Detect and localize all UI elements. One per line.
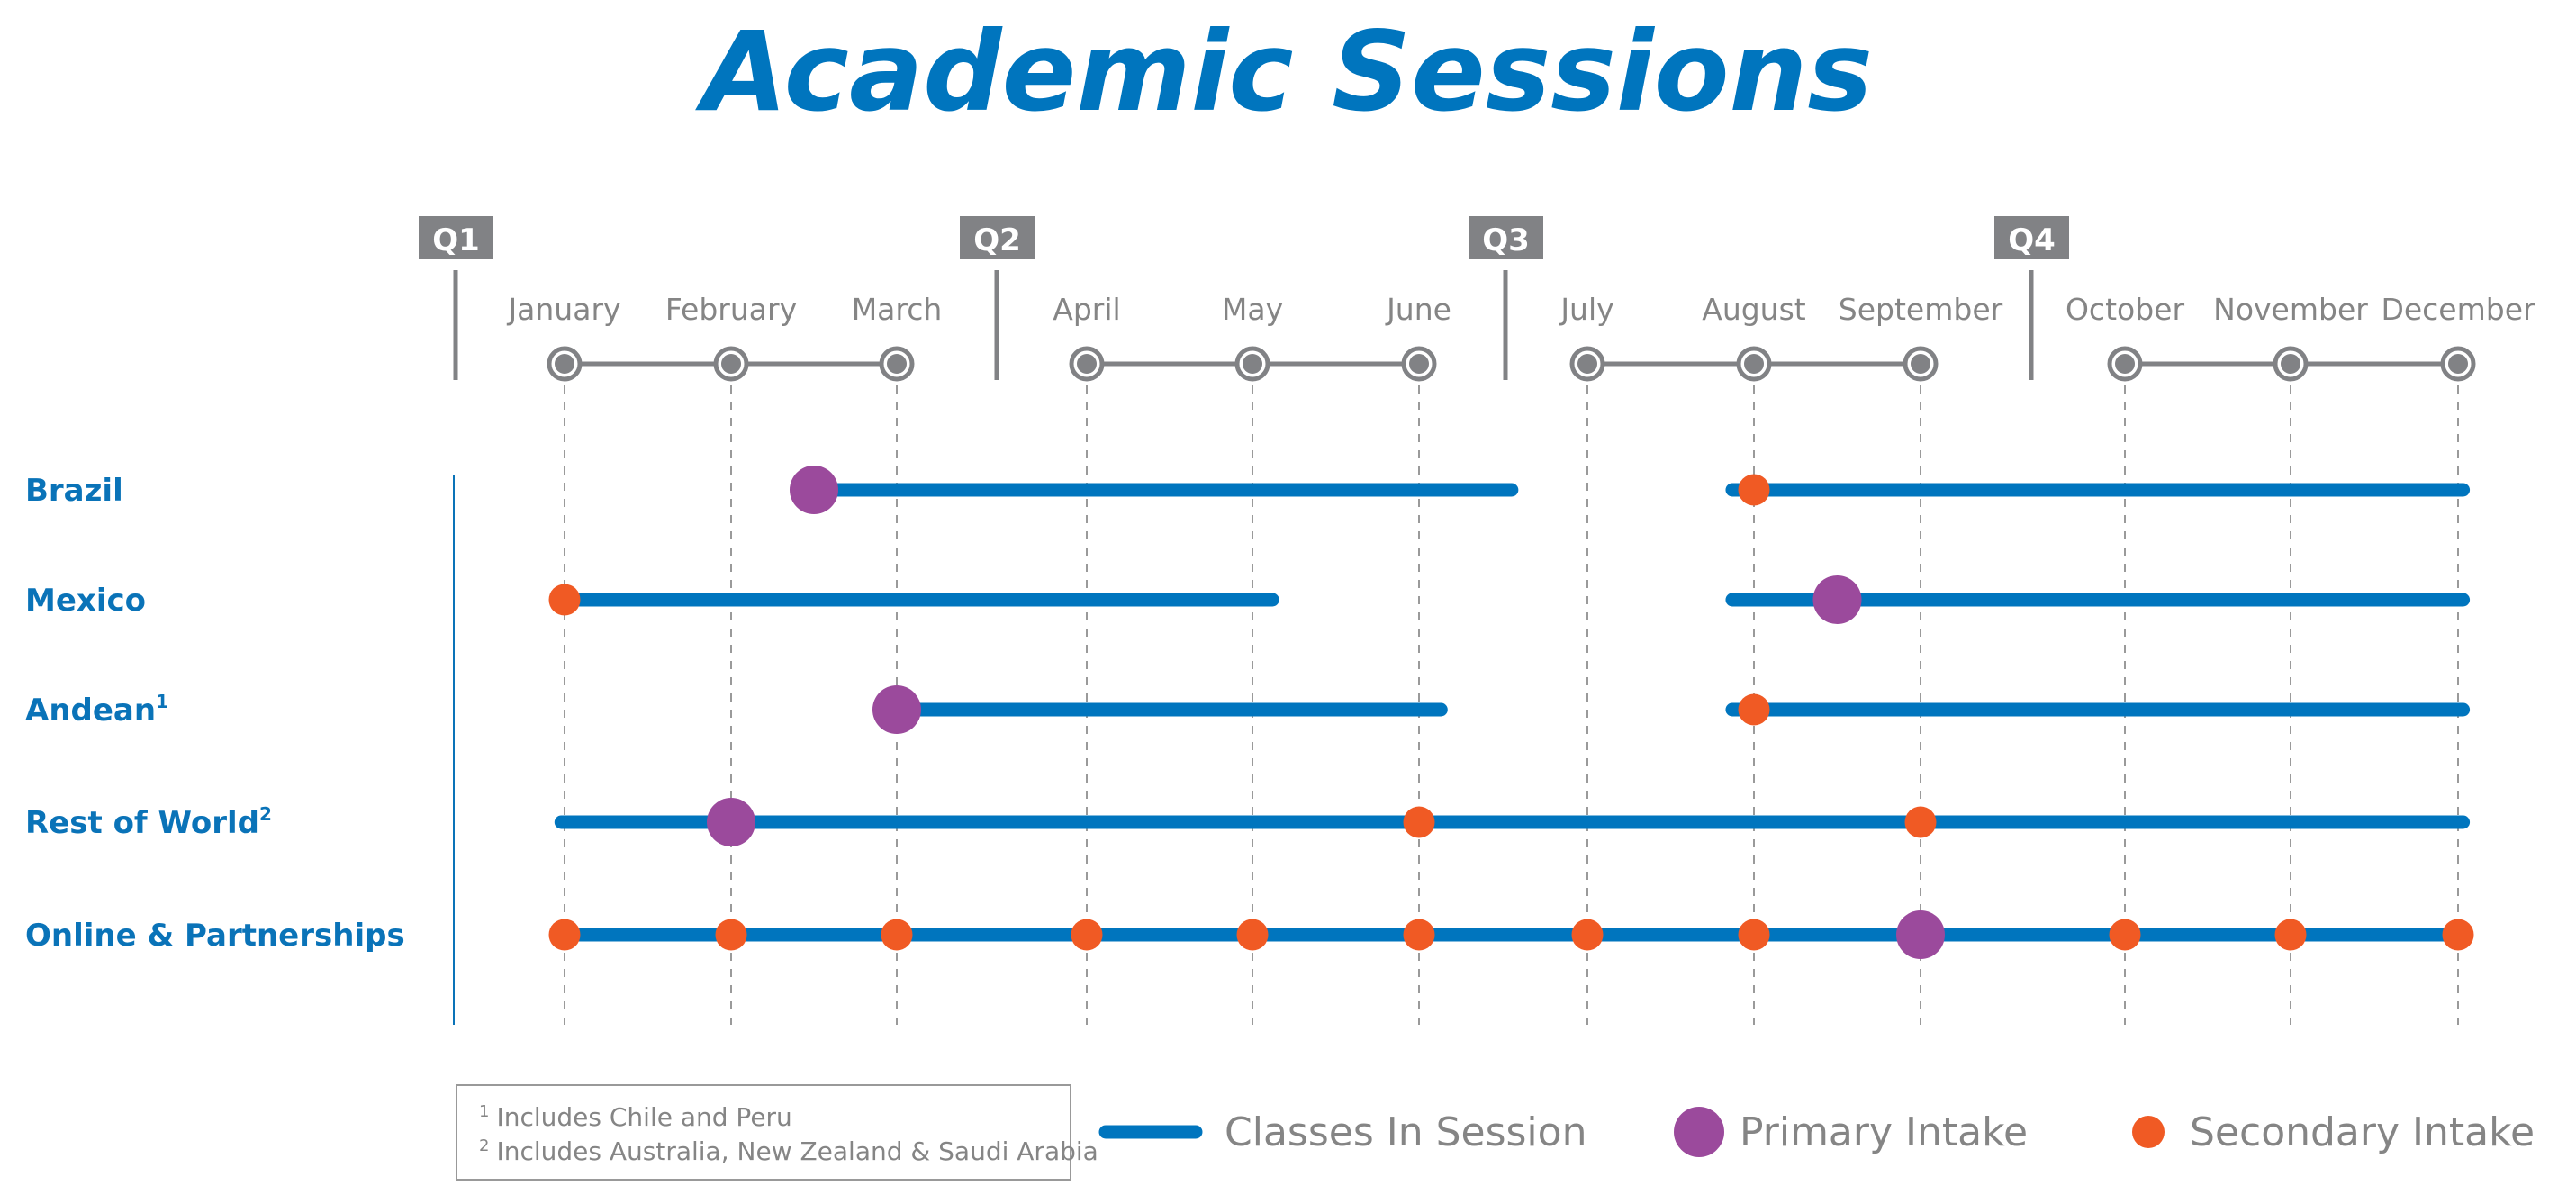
secondary-intake-dot-icon [881,919,913,951]
row-label-mexico: Mexico [25,583,146,619]
secondary-intake-dot-icon [548,584,581,616]
primary-intake-dot-icon [1896,910,1945,959]
quarter-label: Q3 [1482,222,1530,258]
primary-intake-dot-icon [872,685,921,734]
secondary-intake-dot-icon [1403,806,1435,838]
legend-primary-dot-icon [1674,1107,1724,1157]
month-label: June [1385,292,1451,327]
row-online-partnerships [548,910,2474,959]
legend-classes-label: Classes In Session [1225,1109,1586,1155]
month-label: December [2381,292,2535,327]
secondary-intake-dot-icon [1738,474,1770,506]
legend-secondary-dot-icon [2132,1116,2165,1148]
month-july: July [1559,292,1614,382]
secondary-intake-dot-icon [715,919,747,951]
month-axis: Q1 Q2 Q3 Q4 January February March April May June… [419,216,2535,382]
row-label-online-partnerships: Online & Partnerships [25,918,405,954]
row-label-andean: Andean1 [25,691,168,729]
secondary-intake-dot-icon [1403,919,1435,951]
legend-secondary-label: Secondary Intake [2190,1109,2535,1155]
row-andean [872,685,2471,734]
month-label: August [1702,292,1806,327]
quarter-label: Q2 [973,222,1021,258]
footnote-1: 1 Includes Chile and Peru [479,1102,792,1132]
month-label: March [852,292,943,327]
footnote-box: 1 Includes Chile and Peru 2 Includes Austr… [456,1084,1098,1181]
month-label: April [1053,292,1120,327]
primary-intake-dot-icon [1812,575,1862,624]
month-april: April [1053,292,1121,382]
month-february: February [665,292,797,382]
row-mexico [548,575,2471,624]
quarter-q2: Q2 [960,216,1419,380]
secondary-intake-dot-icon [548,919,581,951]
month-march: March [852,292,943,382]
footnote-2: 2 Includes Australia, New Zealand & Saudi… [479,1136,1098,1166]
month-label: January [506,292,620,327]
row-labels: Brazil Mexico Andean1 Rest of World2 Online … [25,473,405,954]
primary-intake-dot-icon [790,466,838,514]
row-brazil [790,466,2471,514]
secondary-intake-dot-icon [2274,919,2307,951]
month-label: July [1559,292,1613,327]
legend: Classes In Session Primary Intake Second… [1098,1107,2535,1157]
month-may: May [1222,292,1283,382]
month-october: October [2065,292,2184,382]
month-june: June [1385,292,1451,382]
quarter-q1: Q1 [419,216,897,380]
secondary-intake-dot-icon [1071,919,1103,951]
row-label-rest-of-world: Rest of World2 [25,803,272,841]
month-label: September [1839,292,2003,327]
month-label: November [2213,292,2368,327]
secondary-intake-dot-icon [2442,919,2474,951]
month-label: October [2065,292,2184,327]
secondary-intake-dot-icon [2109,919,2141,951]
quarter-label: Q4 [2008,222,2056,258]
chart-title: Academic Sessions [695,8,1873,136]
month-november: November [2213,292,2368,382]
secondary-intake-dot-icon [1738,919,1770,951]
month-label: February [665,292,797,327]
row-rest-of-world [554,798,2471,846]
month-january: January [506,292,621,382]
month-december: December [2381,292,2535,382]
month-august: August [1702,292,1806,382]
month-september: September [1839,292,2003,382]
secondary-intake-dot-icon [1738,693,1770,726]
session-bars [548,466,2474,959]
secondary-intake-dot-icon [1236,919,1269,951]
primary-intake-dot-icon [707,798,755,846]
row-label-brazil: Brazil [25,473,123,509]
secondary-intake-dot-icon [1571,919,1604,951]
secondary-intake-dot-icon [1904,806,1937,838]
quarter-label: Q1 [432,222,480,258]
month-label: May [1222,292,1283,327]
legend-primary-label: Primary Intake [1740,1109,2028,1155]
